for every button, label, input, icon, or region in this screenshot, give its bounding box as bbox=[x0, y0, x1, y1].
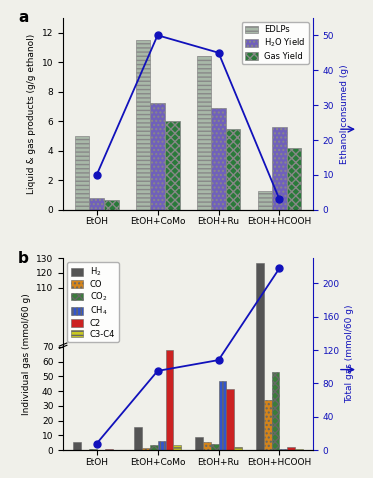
Bar bbox=[197, 56, 211, 210]
Y-axis label: Ethanol consumed (g): Ethanol consumed (g) bbox=[340, 64, 349, 163]
Bar bbox=[81, 449, 89, 450]
Bar bbox=[272, 127, 287, 210]
Bar bbox=[195, 437, 203, 450]
Legend: H$_2$, CO, CO$_2$, CH$_4$, C2, C3-C4: H$_2$, CO, CO$_2$, CH$_4$, C2, C3-C4 bbox=[67, 262, 119, 342]
Bar bbox=[256, 262, 264, 450]
Bar bbox=[166, 350, 173, 450]
Y-axis label: Total gas (mmol/60 g): Total gas (mmol/60 g) bbox=[345, 305, 354, 403]
Bar bbox=[203, 442, 211, 450]
Bar bbox=[150, 445, 157, 450]
Bar bbox=[157, 441, 166, 450]
Bar bbox=[73, 442, 81, 450]
Bar bbox=[134, 426, 142, 450]
Bar bbox=[272, 372, 279, 450]
Bar bbox=[257, 191, 272, 210]
Bar bbox=[264, 400, 272, 450]
Y-axis label: Individual gas (mmol/60 g): Individual gas (mmol/60 g) bbox=[22, 293, 31, 415]
Bar bbox=[150, 104, 165, 210]
Bar bbox=[104, 200, 119, 210]
Bar bbox=[89, 449, 97, 450]
Bar bbox=[142, 448, 150, 450]
Bar bbox=[75, 136, 90, 210]
Bar bbox=[165, 121, 179, 210]
Bar bbox=[90, 198, 104, 210]
Bar bbox=[287, 446, 295, 450]
Bar bbox=[287, 148, 301, 210]
Bar bbox=[226, 389, 234, 450]
Bar bbox=[219, 381, 226, 450]
Text: a: a bbox=[18, 10, 29, 25]
Bar bbox=[279, 449, 287, 450]
Text: b: b bbox=[18, 250, 29, 265]
Y-axis label: Liquid & gas products (g/g ethanol): Liquid & gas products (g/g ethanol) bbox=[27, 34, 36, 194]
Bar bbox=[136, 40, 150, 210]
Bar bbox=[104, 449, 113, 450]
Bar bbox=[173, 445, 181, 450]
Bar bbox=[211, 108, 226, 210]
Bar bbox=[295, 449, 303, 450]
Bar bbox=[211, 445, 219, 450]
Bar bbox=[234, 446, 242, 450]
Bar bbox=[226, 129, 241, 210]
Legend: EDLPs, H$_2$O Yield, Gas Yield: EDLPs, H$_2$O Yield, Gas Yield bbox=[242, 22, 309, 64]
